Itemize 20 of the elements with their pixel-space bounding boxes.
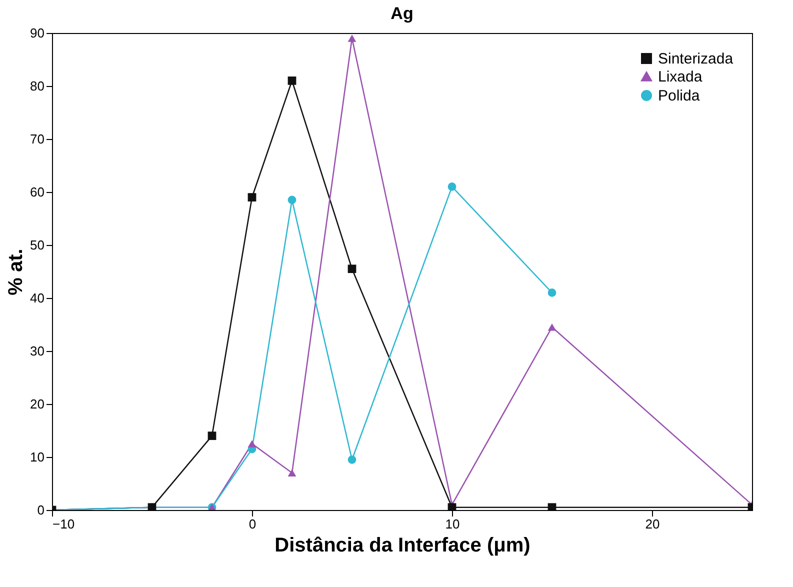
legend-label: Polida	[658, 88, 700, 104]
chart-title: Ag	[390, 4, 414, 23]
y-axis-title: % at.	[5, 248, 28, 296]
x-tick-label: 0	[248, 516, 256, 532]
y-tick-label: 0	[37, 502, 44, 518]
x-tick-label: 10	[445, 516, 460, 532]
y-tick-label: 10	[30, 450, 44, 464]
y-tick-label: 40	[30, 290, 44, 306]
x-tick-label: 20	[645, 516, 660, 532]
legend-label: Sinterizada	[658, 50, 734, 68]
y-tick-label: 20	[30, 396, 44, 412]
y-tick-label: 60	[30, 184, 44, 200]
y-tick-label: 50	[30, 238, 44, 252]
y-tick-label: 90	[30, 26, 44, 40]
y-tick-label: 80	[30, 78, 44, 94]
x-axis-title: Distância da Interface (μm)	[274, 534, 530, 556]
y-tick-label: 30	[30, 344, 44, 358]
x-tick-label: −10	[52, 516, 75, 532]
y-tick-label: 70	[30, 132, 44, 146]
legend-label: Lixada	[658, 68, 703, 86]
